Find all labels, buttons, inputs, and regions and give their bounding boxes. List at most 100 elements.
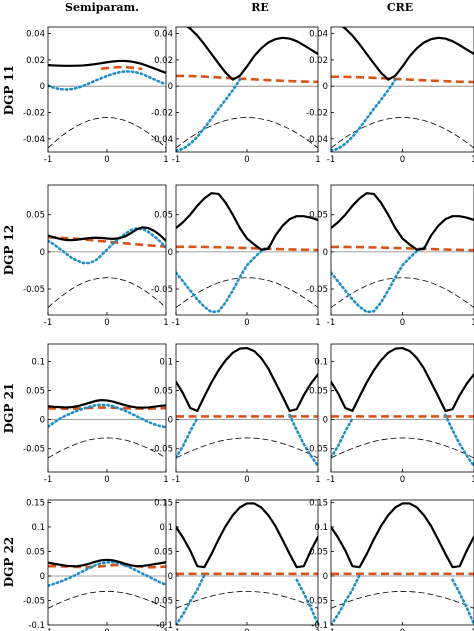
xtick-label-r1c0-0: -1: [44, 318, 52, 328]
series-red-line-r1c1: [176, 245, 318, 252]
ytick-label-r3c2-0: -0.1: [311, 621, 328, 631]
ytick-label-r2c2-2: 0.05: [309, 387, 328, 397]
series-dotted-line-r2c1: [176, 413, 318, 468]
ytick-label-r0c2-0: -0.04: [306, 135, 328, 145]
ytick-label-r3c1-3: 0.05: [154, 547, 173, 557]
xtick-label-r0c1-2: 1: [315, 155, 320, 165]
plot-area-r2c1: [176, 346, 318, 468]
panel-r1c1: -0.05 0 0.05 -1 0 1: [151, 184, 321, 328]
xtick-label-r0c0-0: -1: [44, 155, 52, 165]
series-dotted-line-r1c1: [176, 246, 270, 314]
ytick-label-r0c2-3: 0.02: [309, 56, 328, 66]
ytick-label-r1c1-0: -0.05: [151, 285, 173, 295]
plot-area-r1c1: [176, 192, 318, 314]
series-dotted-line-r2c0: [48, 403, 166, 429]
ytick-label-r3c2-1: -0.05: [306, 596, 328, 606]
series-solid-line-r0c0: [48, 59, 166, 74]
ytick-label-r1c2-0: -0.05: [306, 285, 328, 295]
series-solid-line-r2c2: [331, 346, 474, 413]
ytick-label-r3c1-2: 0: [168, 572, 173, 582]
ytick-label-r1c1-2: 0.05: [154, 211, 173, 221]
row-label-dgp-12: DGP 12: [2, 225, 16, 276]
panel-r1c0: -0.05 0 0.05 -1 0 1: [23, 184, 169, 328]
ytick-label-r1c0-0: -0.05: [23, 285, 45, 295]
series-thin-line-r2c1: [176, 437, 318, 459]
ytick-label-r0c0-0: -0.04: [23, 135, 45, 145]
ytick-label-r3c0-1: -0.05: [23, 596, 45, 606]
panel-r3c2: -0.1 -0.05 0 0.05 0.1 0.15 -1 0 1: [306, 498, 474, 631]
series-thin-line-r1c2: [331, 277, 474, 308]
series-thin-line-r0c2: [331, 116, 474, 149]
series-solid-line-r1c1: [176, 192, 318, 251]
ytick-label-r0c0-4: 0.04: [26, 30, 45, 40]
plot-area-r1c0: [48, 226, 166, 308]
column-title-cre: CRE: [387, 1, 413, 14]
plot-area-r0c1: [176, 27, 318, 152]
ytick-label-r1c0-1: 0: [40, 248, 45, 258]
plot-area-r3c1: [176, 502, 318, 625]
row-label-dgp-22: DGP 22: [2, 537, 16, 588]
ytick-label-r1c0-2: 0.05: [26, 211, 45, 221]
ytick-label-r0c1-3: 0.02: [154, 56, 173, 66]
series-thin-line-r1c1: [176, 277, 318, 308]
series-dotted-line-r2c2: [331, 413, 474, 468]
row-label-dgp-11: DGP 11: [2, 65, 16, 116]
xtick-label-r2c2-1: 0: [400, 475, 405, 485]
xtick-label-r3c1-1: 0: [244, 628, 249, 631]
xtick-label-r3c0-1: 0: [104, 628, 109, 631]
ytick-label-r3c0-4: 0.1: [31, 523, 45, 533]
ytick-label-r0c0-3: 0.02: [26, 56, 45, 66]
axes-frame-r3c2: [330, 499, 474, 626]
ytick-label-r1c2-2: 0.05: [309, 211, 328, 221]
xtick-label-r3c2-2: 1: [471, 628, 474, 631]
series-thin-line-r3c1: [176, 590, 318, 609]
series-red-line-r1c0: [48, 236, 166, 248]
axes-frame-r0c2: [330, 26, 474, 153]
ytick-label-r0c1-0: -0.04: [151, 135, 173, 145]
xtick-label-r1c2-0: -1: [327, 318, 335, 328]
panel-r2c1: -0.05 0 0.05 0.1 -1 0 1: [151, 343, 321, 485]
series-dotted-line-r0c0: [48, 70, 166, 91]
xtick-label-r1c0-2: 1: [163, 318, 168, 328]
series-dotted-line-r3c0: [48, 560, 166, 588]
ytick-label-r2c0-2: 0.05: [26, 387, 45, 397]
xtick-label-r3c2-1: 0: [400, 628, 405, 631]
xtick-label-r1c1-2: 1: [315, 318, 320, 328]
ytick-label-r3c2-4: 0.1: [314, 523, 328, 533]
series-solid-line-r2c0: [48, 399, 166, 409]
ytick-label-r3c2-2: 0: [323, 572, 328, 582]
ytick-label-r3c0-0: -0.1: [28, 621, 45, 631]
ytick-label-r2c0-1: 0: [40, 416, 45, 426]
xtick-label-r3c0-0: -1: [44, 628, 52, 631]
ytick-label-r0c0-1: -0.02: [23, 109, 45, 119]
series-solid-line-r0c1: [185, 27, 318, 81]
xtick-label-r2c0-2: 1: [163, 475, 168, 485]
series-red-line-r0c1: [176, 74, 318, 84]
row-label-dgp-21: DGP 21: [2, 383, 16, 434]
ytick-label-r2c1-0: -0.05: [151, 445, 173, 455]
plot-area-r0c0: [48, 59, 166, 149]
series-thin-line-r2c0: [48, 437, 166, 459]
series-dotted-line-r1c2: [331, 246, 426, 314]
plot-area-r3c2: [331, 502, 474, 625]
series-red-line-r0c2: [331, 75, 474, 84]
xtick-label-r2c2-0: -1: [327, 475, 335, 485]
ytick-label-r2c2-3: 0.1: [314, 357, 328, 367]
plot-area-r3c0: [48, 558, 166, 609]
panel-r0c1: -0.04 -0.02 0 0.02 0.04 -1 0 1: [151, 26, 321, 165]
xtick-label-r1c2-2: 1: [471, 318, 474, 328]
ytick-label-r2c0-0: -0.05: [23, 445, 45, 455]
ytick-label-r2c2-1: 0: [323, 416, 328, 426]
series-solid-line-r0c2: [341, 27, 474, 81]
column-title-semiparam: Semiparam.: [65, 1, 139, 14]
panel-r3c1: -0.1 -0.05 0 0.05 0.1 0.15 -1 0 1: [151, 498, 321, 631]
ytick-label-r0c2-4: 0.04: [309, 30, 328, 40]
series-dotted-line-r3c1: [176, 573, 318, 625]
ytick-label-r2c0-3: 0.1: [31, 357, 45, 367]
xtick-label-r2c1-1: 0: [244, 475, 249, 485]
ytick-label-r3c1-4: 0.1: [159, 523, 173, 533]
ytick-label-r2c1-2: 0.05: [154, 387, 173, 397]
xtick-label-r0c2-2: 1: [471, 155, 474, 165]
panels-group: -0.04 -0.02 0 0.02 0.04 -1 0 1 -0.04 -0.02 0 0.02 0.…: [23, 26, 474, 631]
